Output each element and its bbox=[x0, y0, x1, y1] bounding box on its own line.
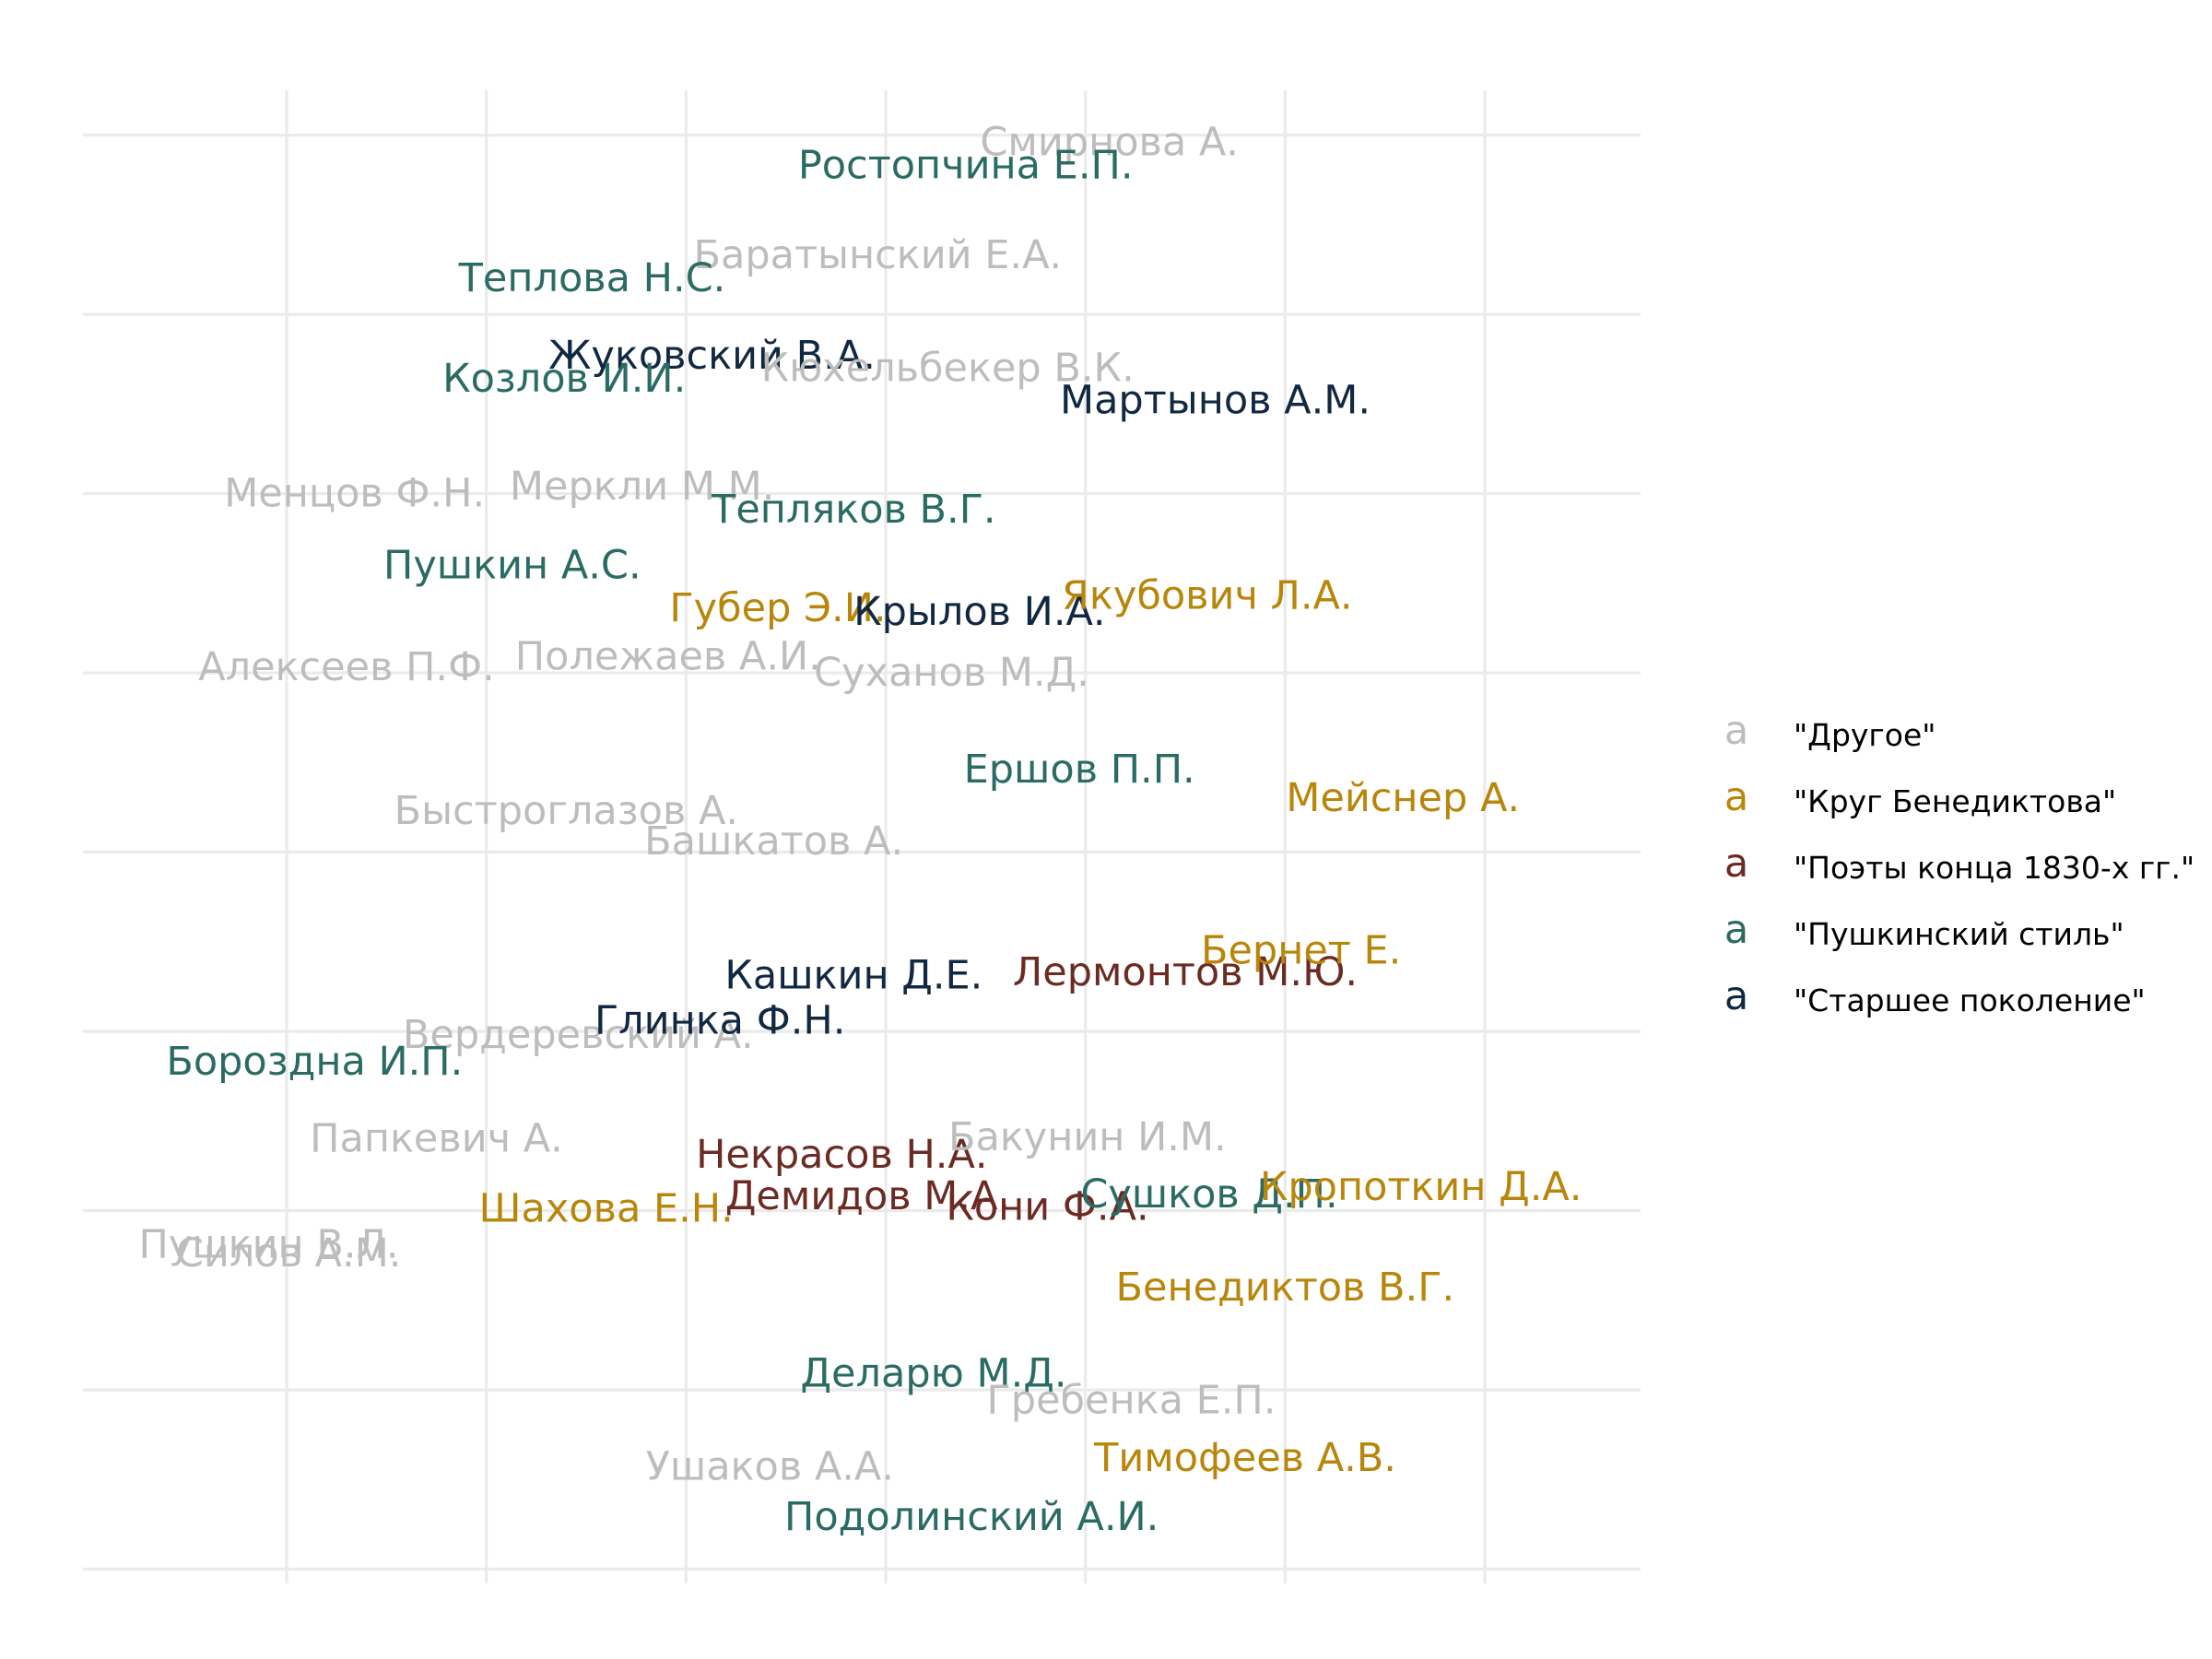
point-label: Полежаев А.И. bbox=[515, 634, 821, 680]
point-label: Демидов М.А. bbox=[725, 1173, 1010, 1219]
legend-key-glyph: a bbox=[1724, 841, 1749, 887]
legend-key-glyph: a bbox=[1724, 973, 1749, 1019]
grid bbox=[83, 90, 1641, 1583]
point-label: Ростопчина Е.П. bbox=[798, 143, 1134, 189]
point-label: Силов А.М. bbox=[176, 1230, 402, 1277]
point-label: Ушаков А.А. bbox=[646, 1444, 894, 1490]
legend-key-glyph: a bbox=[1724, 708, 1749, 754]
point-label: Папкевич А. bbox=[310, 1116, 563, 1162]
point-label: Глинка Ф.Н. bbox=[594, 997, 845, 1043]
legend-label: "Круг Бенедиктова" bbox=[1794, 783, 2117, 819]
point-label: Жуковский В.А. bbox=[548, 333, 876, 379]
point-label: Кюхельбекер В.К. bbox=[761, 345, 1135, 391]
point-label: Бернет Е. bbox=[1201, 927, 1401, 973]
point-label: Сушков Д.П. bbox=[1080, 1171, 1337, 1218]
point-label: Менцов Ф.Н. bbox=[224, 471, 485, 517]
point-label: Быстроглазов А. bbox=[394, 788, 738, 834]
point-label: Подолинский А.И. bbox=[784, 1494, 1159, 1540]
point-label: Кашкин Д.Е. bbox=[724, 953, 982, 999]
point-label: Баратынский Е.А. bbox=[693, 232, 1062, 278]
legend-label: "Поэты конца 1830-х гг." bbox=[1794, 850, 2195, 886]
point-label: Суханов М.Д. bbox=[814, 650, 1089, 696]
point-label: Вердеревский А. bbox=[403, 1012, 754, 1058]
point-label: Бакунин И.М. bbox=[948, 1114, 1227, 1160]
point-label: Пушкин В.Л. bbox=[139, 1221, 399, 1267]
point-label: Гребенка Е.П. bbox=[987, 1378, 1277, 1424]
legend-label: "Старшее поколение" bbox=[1794, 982, 2146, 1018]
point-label: Шахова Е.Н. bbox=[479, 1186, 734, 1232]
point-label: Пушкин А.С. bbox=[383, 542, 641, 588]
point-label: Башкатов А. bbox=[644, 818, 903, 865]
point-label: Меркли М.М. bbox=[510, 464, 774, 510]
point-label: Бороздна И.П. bbox=[166, 1039, 463, 1085]
point-labels: Смирнова А.Ростопчина Е.П. Баратынский Е.… bbox=[139, 119, 1583, 1540]
point-label: Тепляков В.Г. bbox=[711, 487, 996, 533]
point-label: Смирнова А. bbox=[980, 119, 1239, 165]
point-label: Губер Э.И. bbox=[669, 585, 886, 631]
point-label: Алексеев П.Ф. bbox=[198, 644, 495, 690]
point-label: Кропоткин Д.А. bbox=[1260, 1164, 1583, 1210]
point-label: Лермонтов М.Ю. bbox=[1013, 949, 1358, 995]
legend-label: "Другое" bbox=[1794, 717, 1936, 753]
point-label: Якубович Л.А. bbox=[1062, 572, 1353, 618]
point-label: Крылов И.А. bbox=[853, 589, 1106, 635]
legend-key-glyph: a bbox=[1724, 774, 1749, 820]
point-label: Мартынов А.М. bbox=[1060, 377, 1371, 423]
legend-key-glyph: a bbox=[1724, 907, 1749, 953]
point-label: Козлов И.И. bbox=[442, 356, 686, 402]
point-label: Некрасов Н.А. bbox=[696, 1132, 987, 1178]
point-label: Теплова Н.С. bbox=[458, 255, 726, 301]
point-label: Ершов П.П. bbox=[964, 747, 1195, 793]
point-label: Бенедиктов В.Г. bbox=[1116, 1265, 1455, 1311]
point-label: Деларю М.Д. bbox=[800, 1350, 1066, 1396]
point-label: Мейснер А. bbox=[1286, 775, 1520, 821]
legend-label: "Пушкинский стиль" bbox=[1794, 916, 2124, 952]
point-label: Тимофеев А.В. bbox=[1093, 1435, 1396, 1481]
point-label: Кони Ф.А. bbox=[946, 1184, 1148, 1230]
